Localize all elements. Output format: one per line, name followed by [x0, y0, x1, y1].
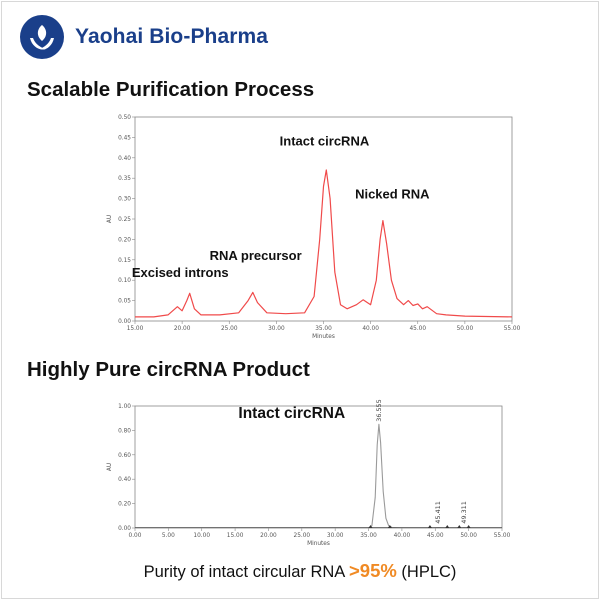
peak-time-label: 36.555: [375, 399, 383, 421]
y-tick-label: 0.15: [118, 258, 131, 264]
purification-chromatogram: 0.00 0.05 0.10 0.15 0.20 0.25 0.30 0.35 0.40 0.45…: [107, 115, 521, 340]
y-tick-label: 0.05: [118, 299, 131, 305]
y-tick-label: 0.45: [118, 135, 131, 141]
integration-marker: [466, 525, 471, 528]
y-tick-label: 0.50: [118, 115, 131, 121]
plot-frame: [134, 405, 503, 529]
section-title-purification: Scalable Purification Process: [27, 78, 315, 101]
x-tick-label: 5.00: [162, 533, 175, 539]
x-tick-label: 45.00: [409, 326, 426, 332]
y-tick-label: 1.00: [118, 404, 131, 410]
x-tick-label: 40.00: [394, 533, 411, 539]
integration-marker: [427, 525, 432, 528]
y-tick-label: 0.30: [118, 197, 131, 203]
hplc-chromatogram: 0.00 0.20 0.40 0.60 0.80 1.00 0.00 5.00 10.00 15.…: [107, 399, 511, 547]
x-tick-label: 10.00: [193, 533, 210, 539]
x-tick-label: 45.00: [427, 533, 444, 539]
x-tick-label: 20.00: [260, 533, 277, 539]
x-tick-label: 15.00: [127, 326, 144, 332]
x-axis-label: Minutes: [307, 541, 330, 547]
section-title-pure-product: Highly Pure circRNA Product: [27, 358, 310, 381]
x-tick-label: 20.00: [174, 326, 191, 332]
y-tick-label: 0.00: [118, 319, 131, 325]
y-tick-label: 0.25: [118, 217, 131, 223]
y-tick-label: 0.40: [118, 156, 131, 162]
y-tick-label: 0.40: [118, 477, 131, 483]
y-axis-label: AU: [107, 215, 113, 223]
peak-annotation: Nicked RNA: [355, 187, 430, 202]
x-tick-label: 25.00: [294, 533, 311, 539]
x-axis-label: Minutes: [312, 334, 335, 340]
integration-marker: [387, 525, 392, 528]
y-axis-label: AU: [107, 463, 113, 471]
y-tick-label: 0.00: [118, 526, 131, 532]
x-tick-label: 55.00: [494, 533, 511, 539]
peak-annotation: Excised introns: [132, 265, 229, 280]
chromatogram-trace: [135, 169, 513, 318]
y-tick-label: 0.80: [118, 428, 131, 434]
peak-time-label: 49.311: [460, 501, 468, 523]
integration-marker: [445, 525, 450, 528]
logo-icon: [20, 15, 64, 59]
x-tick-label: 50.00: [460, 533, 477, 539]
chromatogram-trace: [135, 423, 502, 529]
brand-name: Yaohai Bio-Pharma: [75, 25, 269, 48]
y-tick-label: 0.60: [118, 453, 131, 459]
peak-time-label: 45.411: [434, 501, 442, 523]
x-tick-label: 25.00: [221, 326, 238, 332]
integration-marker: [457, 525, 462, 528]
y-tick-label: 0.35: [118, 176, 131, 182]
x-tick-label: 30.00: [268, 326, 285, 332]
x-tick-label: 0.00: [129, 533, 142, 539]
y-tick-label: 0.20: [118, 237, 131, 243]
y-tick-label: 0.10: [118, 278, 131, 284]
purity-caption: Purity of intact circular RNA >95% (HPLC…: [0, 560, 600, 582]
x-tick-label: 35.00: [360, 533, 377, 539]
brand-header: Yaohai Bio-Pharma: [19, 14, 268, 60]
y-tick-label: 0.20: [118, 502, 131, 508]
peak-annotation: Intact circRNA: [238, 405, 345, 422]
x-tick-label: 55.00: [504, 326, 521, 332]
peak-annotation: RNA precursor: [210, 248, 302, 263]
x-tick-label: 40.00: [362, 326, 379, 332]
caption-suffix: (HPLC): [396, 563, 457, 581]
peak-annotation: Intact circRNA: [280, 134, 370, 149]
purity-value: >95%: [348, 560, 397, 581]
integration-marker: [368, 525, 373, 528]
caption-prefix: Purity of intact circular RNA: [143, 563, 349, 581]
x-tick-label: 15.00: [227, 533, 244, 539]
x-tick-label: 30.00: [327, 533, 344, 539]
x-tick-label: 35.00: [315, 326, 332, 332]
x-tick-label: 50.00: [457, 326, 474, 332]
